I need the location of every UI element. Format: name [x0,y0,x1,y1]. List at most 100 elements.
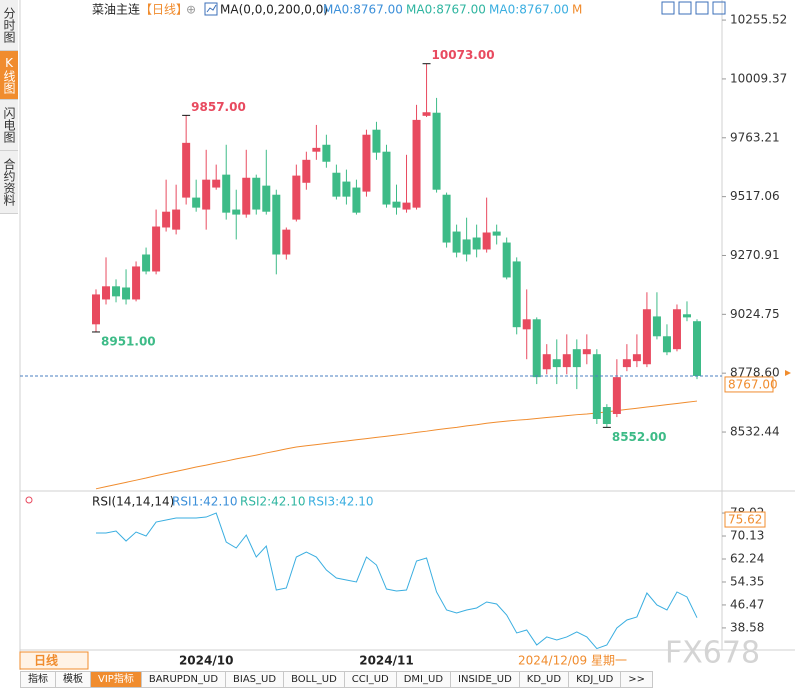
candle-body [432,112,441,190]
candle-body [352,187,361,213]
side-tab[interactable]: 闪电图 [0,100,18,151]
tab[interactable]: KD_UD [519,671,570,688]
toolbar-icon[interactable] [712,1,726,15]
candle-body [392,201,401,208]
icon[interactable]: ⊕ [186,3,196,17]
candle-body [332,172,341,197]
candle-body [92,294,100,325]
ma-params: MA(0,0,0,200,0,0) [220,3,328,17]
side-tab[interactable]: 分时图 [0,0,18,51]
tab[interactable]: 指标 [20,671,56,688]
crosshair-box [724,511,766,528]
extreme-label: 10073.00 [432,48,495,62]
candle-body [302,159,311,183]
rsi-icon[interactable] [25,496,33,504]
y-tick-label: 9024.75 [730,307,780,321]
rsi-tick-label: 70.13 [730,529,764,543]
candle-body [522,319,531,330]
candle-body [202,179,211,210]
x-tick-label: 2024/10 [179,654,233,668]
candle-body [342,181,351,197]
y-tick-label: 10009.37 [730,71,787,85]
candle-body [232,209,241,215]
candle-body [322,144,331,162]
candle-body [242,177,251,215]
toolbar-icon[interactable] [661,1,675,15]
chart: 菜油主连 【日线】 ⊕ MA(0,0,0,200,0,0) MA0:8767.0… [19,0,795,671]
period-label: 日线 [34,653,58,668]
candle-body [622,359,631,368]
candle-body [512,261,521,328]
y-tick-label: 8778.60 [730,366,780,380]
ma-more: M [572,3,582,17]
candle-body [292,175,301,220]
candle-body [602,407,611,425]
rsi-tick-label: 46.47 [730,597,764,611]
tab[interactable]: INSIDE_UD [451,671,520,688]
rsi-label: RSI3:42.10 [308,495,374,509]
candle-body [642,309,651,365]
candle-body [422,112,431,116]
candle-body [552,359,561,368]
candle-body [572,349,581,368]
indicator-tabs: 指标 模板 VIP指标 BARUPDN_UD BIAS_UD BOLL_UD C… [20,671,654,688]
period-box[interactable] [19,651,89,670]
candle-body [282,229,291,255]
candle-body [612,377,621,414]
period: 【日线】 [140,3,188,17]
candle-body [562,354,571,368]
toolbar-icon[interactable] [695,1,709,15]
x-tick-label: 2024/11 [359,654,413,668]
candle-body [382,151,391,205]
tab[interactable]: DMI_UD [396,671,452,688]
candle-body [693,321,701,376]
extreme-label: 8552.00 [612,430,667,444]
candle-body [462,239,471,255]
side-tab[interactable]: 合约资料 [0,151,18,214]
candle-body [312,147,321,152]
tab[interactable]: KDJ_UD [569,671,622,688]
symbol: 菜油主连 [92,2,140,17]
tab[interactable]: BIAS_UD [226,671,285,688]
candle-body [472,237,481,250]
y-tick-label: 9517.06 [730,189,780,203]
tab[interactable]: CCI_UD [344,671,397,688]
tab[interactable]: VIP指标 [91,671,142,688]
candle-body [112,286,121,297]
watermark: FX678 [665,636,760,671]
side-tab[interactable]: K线图 [0,51,18,100]
ma-value: MA0:8767.00 [406,3,486,17]
candle-body [192,197,201,208]
candle-body [442,194,451,243]
crosshair-rsi-label: 75.62 [728,513,762,527]
candle-body [582,349,591,355]
icon [206,4,217,13]
candle-body [372,129,381,153]
last-price-arrow [785,369,791,376]
candle-body [172,209,181,230]
toolbar-icon[interactable] [678,1,692,15]
ma-value: MA0:8767.00 [489,3,569,17]
candle-body [482,232,491,250]
candle-body [152,226,161,272]
candle-body [222,174,231,213]
extreme-label: 9857.00 [191,100,246,114]
candle-body [362,134,371,192]
rsi-title: RSI(14,14,14) [92,495,174,509]
rsi-line [96,512,698,650]
candle-body [492,231,501,236]
last-price-box [724,376,774,393]
icon[interactable] [204,2,218,16]
tab[interactable]: BOLL_UD [284,671,345,688]
y-tick-label: 10255.52 [730,13,787,27]
candle-body [542,354,551,370]
tab[interactable]: 模板 [56,671,91,688]
extreme-label: 8951.00 [101,334,156,348]
candle-body [122,287,131,300]
tab[interactable]: >> [621,671,654,688]
tab[interactable]: BARUPDN_UD [141,671,227,688]
candle-body [532,319,541,378]
candle-body [272,194,281,255]
candle-body [412,119,421,208]
candle-body [132,266,141,300]
